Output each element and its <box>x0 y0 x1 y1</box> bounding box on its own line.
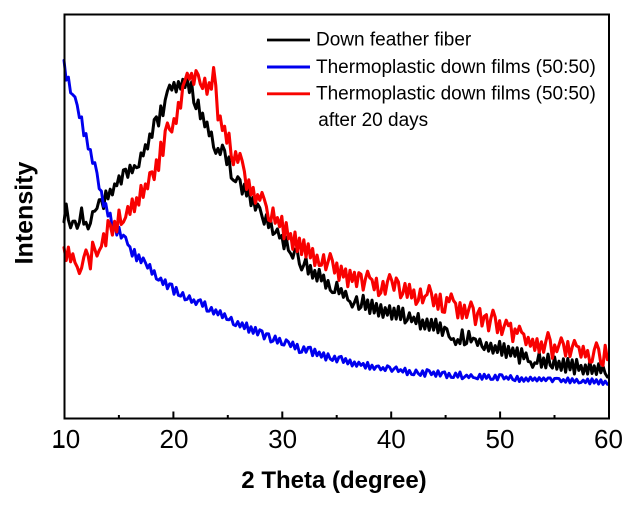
svg-text:50: 50 <box>486 424 515 454</box>
svg-text:60: 60 <box>594 424 623 454</box>
svg-text:Down feather fiber: Down feather fiber <box>316 30 472 51</box>
svg-text:20: 20 <box>160 424 189 454</box>
svg-text:Thermoplastic down films (50:5: Thermoplastic down films (50:50) <box>316 84 596 105</box>
svg-text:Intensity: Intensity <box>11 162 39 265</box>
svg-text:30: 30 <box>268 424 297 454</box>
svg-text:2 Theta (degree): 2 Theta (degree) <box>241 467 426 494</box>
svg-text:after 20 days: after 20 days <box>318 110 428 131</box>
svg-text:40: 40 <box>377 424 406 454</box>
svg-text:10: 10 <box>51 424 80 454</box>
svg-text:Thermoplastic down films (50:5: Thermoplastic down films (50:50) <box>316 57 596 78</box>
